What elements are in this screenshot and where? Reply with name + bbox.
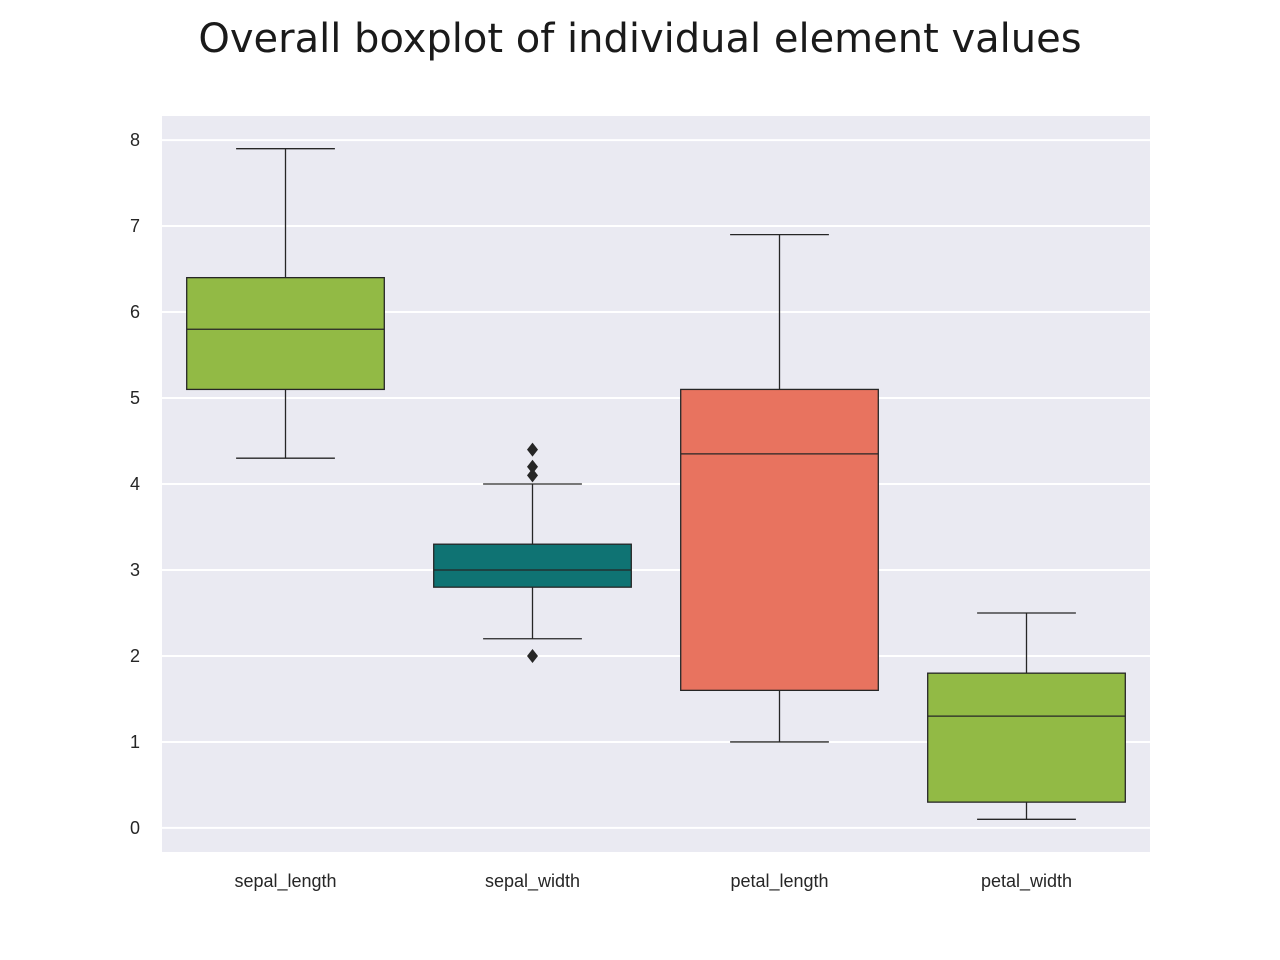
x-tick-label: sepal_width <box>485 871 580 892</box>
iqr-box <box>680 388 879 692</box>
y-tick-label: 0 <box>130 818 140 838</box>
x-axis-ticks: sepal_length sepal_width petal_length petal… <box>234 871 1072 892</box>
y-tick-label: 7 <box>130 216 140 236</box>
y-tick-label: 1 <box>130 732 140 752</box>
grid-lines <box>162 139 1150 829</box>
outlier-marker <box>527 442 538 457</box>
y-tick-label: 8 <box>130 130 140 150</box>
y-axis-ticks: 0 1 2 3 4 5 6 7 8 <box>130 130 140 838</box>
box-sepal_width <box>433 442 632 663</box>
y-tick-label: 5 <box>130 388 140 408</box>
x-tick-label: petal_width <box>981 871 1072 892</box>
box-sepal_length <box>186 148 385 459</box>
y-tick-label: 2 <box>130 646 140 666</box>
box-petal_length <box>680 234 879 743</box>
iqr-box <box>186 276 385 391</box>
y-tick-label: 6 <box>130 302 140 322</box>
outlier-marker <box>527 648 538 663</box>
chart-title: Overall boxplot of individual element va… <box>198 16 1081 62</box>
iqr-box <box>927 672 1126 803</box>
outlier-marker <box>527 459 538 474</box>
iqr-box <box>433 543 632 588</box>
y-tick-label: 4 <box>130 474 140 494</box>
boxes <box>186 148 1126 820</box>
outlier-marker <box>527 468 538 483</box>
y-tick-label: 3 <box>130 560 140 580</box>
box-petal_width <box>927 612 1126 820</box>
x-tick-label: sepal_length <box>234 871 336 892</box>
x-tick-label: petal_length <box>730 871 828 892</box>
